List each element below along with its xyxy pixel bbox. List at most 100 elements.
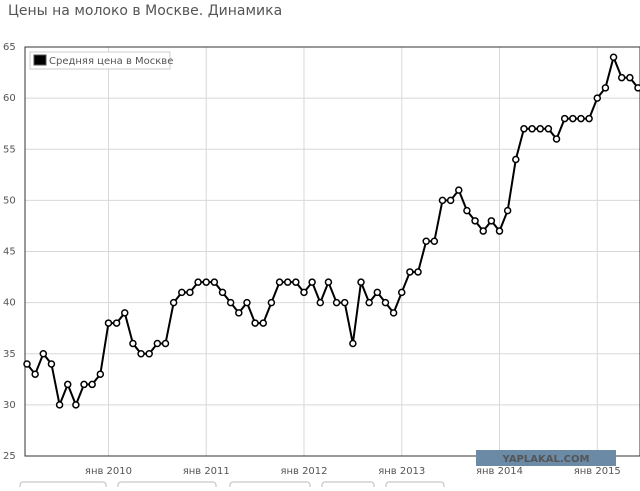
- scroll-tabs: [19, 481, 445, 491]
- point: [121, 309, 129, 317]
- point: [503, 206, 512, 215]
- point: [308, 278, 316, 286]
- chart-title: Цены на молоко в Москве. Динамика: [8, 3, 282, 19]
- point: [226, 298, 235, 307]
- point: [243, 298, 251, 307]
- point: [218, 288, 227, 297]
- point: [235, 309, 243, 317]
- point: [332, 298, 341, 307]
- point: [340, 298, 349, 307]
- point: [626, 73, 634, 82]
- point: [39, 350, 48, 358]
- point: [292, 278, 300, 286]
- point: [251, 319, 259, 327]
- point: [153, 339, 162, 348]
- y-tick-label: 50: [3, 195, 16, 206]
- point: [186, 288, 194, 297]
- point: [601, 84, 610, 92]
- point: [63, 380, 72, 389]
- plot-frame: [24, 46, 640, 457]
- y-tick-label: 40: [3, 298, 16, 309]
- point: [112, 319, 121, 327]
- point: [617, 73, 626, 82]
- point: [577, 114, 585, 123]
- point: [55, 401, 64, 409]
- point: [528, 125, 536, 133]
- point: [471, 217, 479, 225]
- point: [569, 114, 577, 123]
- point: [634, 84, 640, 92]
- point: [349, 339, 357, 348]
- legend-box: [29, 51, 171, 70]
- point: [31, 370, 39, 378]
- point: [137, 350, 145, 358]
- point: [552, 135, 561, 143]
- point: [96, 370, 105, 378]
- x-tick-label: янв 2015: [574, 466, 621, 477]
- y-tick-label: 35: [3, 349, 16, 360]
- point: [512, 155, 520, 164]
- watermark: YAPLAKAL.COM: [502, 454, 590, 465]
- line-series: [26, 54, 639, 409]
- point: [324, 278, 333, 286]
- point: [479, 227, 487, 235]
- point: [202, 278, 210, 286]
- point: [169, 298, 178, 307]
- point: [283, 278, 292, 286]
- point: [267, 298, 276, 307]
- point: [129, 339, 137, 348]
- y-tick-label: 65: [3, 42, 16, 53]
- point: [544, 125, 553, 133]
- point: [536, 125, 544, 133]
- point: [414, 268, 422, 276]
- point: [406, 268, 414, 276]
- point: [430, 237, 439, 246]
- point: [210, 278, 219, 286]
- point: [455, 186, 463, 194]
- y-tick-label: 60: [3, 93, 16, 104]
- point: [463, 206, 471, 215]
- x-tick-label: янв 2014: [476, 466, 523, 477]
- point: [487, 217, 496, 225]
- point: [389, 309, 398, 317]
- point: [520, 125, 528, 133]
- point: [365, 298, 373, 307]
- point: [316, 298, 325, 307]
- point: [422, 237, 430, 246]
- point: [438, 196, 447, 205]
- legend-label: Средняя цена в Москве: [49, 56, 173, 67]
- point: [446, 196, 455, 205]
- point: [145, 350, 153, 358]
- point: [609, 53, 618, 61]
- point: [275, 278, 284, 286]
- point: [585, 114, 593, 123]
- x-tick-label: янв 2012: [280, 466, 327, 477]
- legend-swatch: [33, 54, 47, 66]
- x-tick-label: янв 2010: [85, 466, 132, 477]
- point: [72, 401, 80, 409]
- watermark-bg: [476, 450, 616, 466]
- y-tick-label: 45: [3, 247, 16, 258]
- x-tick-label: янв 2013: [378, 466, 425, 477]
- point: [381, 298, 390, 307]
- point: [560, 114, 569, 123]
- point: [357, 278, 365, 286]
- point: [259, 319, 268, 327]
- y-tick-label: 30: [3, 400, 16, 411]
- point: [47, 360, 56, 368]
- point: [593, 94, 602, 102]
- point: [495, 227, 504, 235]
- point: [300, 288, 308, 297]
- x-tick-label: янв 2011: [183, 466, 230, 477]
- point: [88, 380, 96, 389]
- point: [23, 360, 31, 368]
- point: [104, 319, 113, 327]
- y-tick-label: 25: [3, 451, 16, 462]
- point: [161, 339, 170, 348]
- point: [397, 288, 406, 297]
- point: [373, 288, 382, 297]
- point: [178, 288, 186, 297]
- point: [80, 380, 88, 389]
- point: [194, 278, 202, 286]
